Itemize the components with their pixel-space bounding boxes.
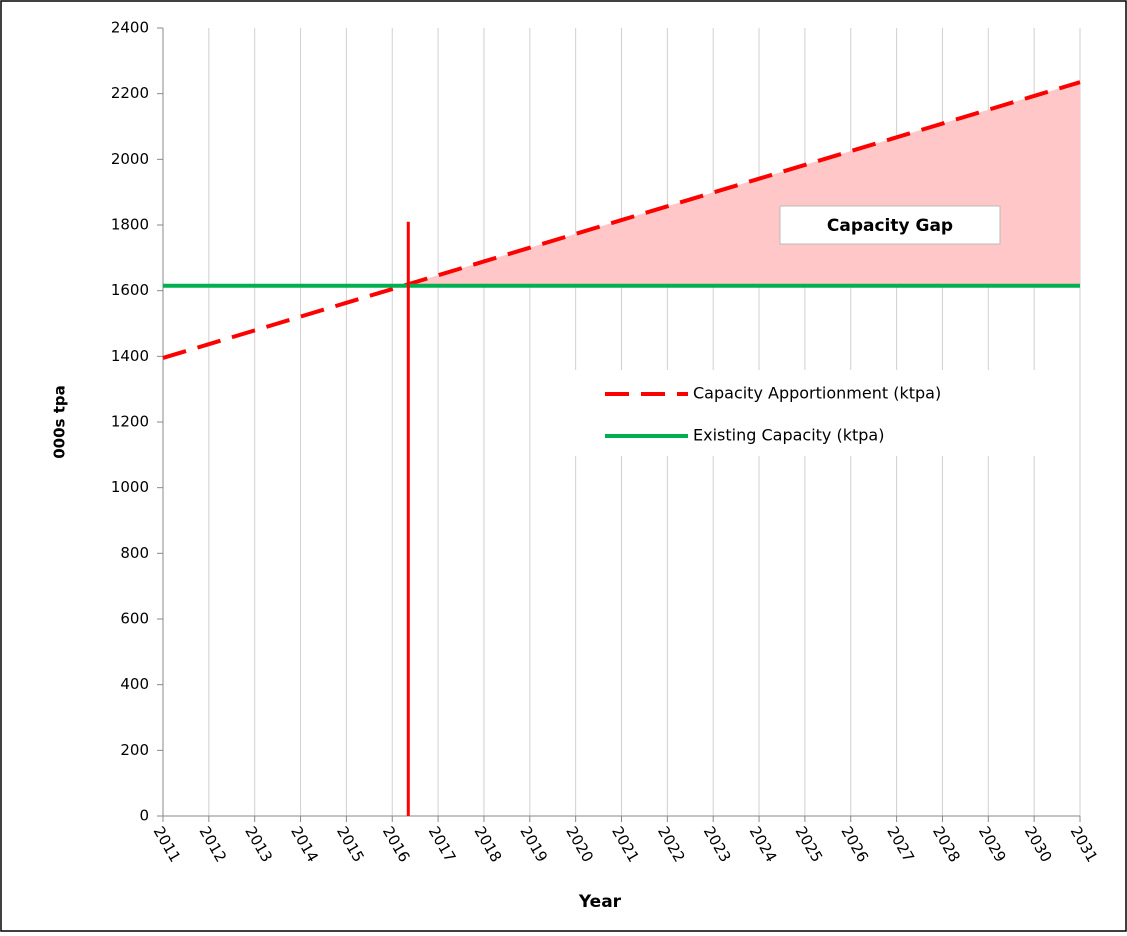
legend-bg [575, 370, 1045, 456]
x-axis-label: Year [578, 892, 622, 912]
y-tick-label: 2000 [111, 150, 149, 168]
y-tick-label: 1000 [111, 478, 149, 496]
legend-label: Existing Capacity (ktpa) [693, 426, 884, 445]
y-tick-label: 2200 [111, 84, 149, 102]
y-tick-label: 800 [120, 544, 149, 562]
y-tick-label: 1400 [111, 347, 149, 365]
annotation: Capacity Gap [827, 216, 953, 236]
y-tick-label: 400 [120, 675, 149, 693]
y-tick-label: 200 [120, 741, 149, 759]
y-tick-label: 1600 [111, 281, 149, 299]
legend-label: Capacity Apportionment (ktpa) [693, 384, 941, 403]
series-line [162, 80, 1081, 360]
y-tick-label: 600 [120, 610, 149, 628]
y-tick-label: 1200 [111, 413, 149, 431]
y-tick-label: 0 [139, 807, 149, 825]
annotation-box [779, 205, 1001, 245]
y-axis-label: 000s tpa [51, 385, 69, 459]
y-tick-label: 2400 [111, 19, 149, 37]
y-tick-label: 1800 [111, 216, 149, 234]
